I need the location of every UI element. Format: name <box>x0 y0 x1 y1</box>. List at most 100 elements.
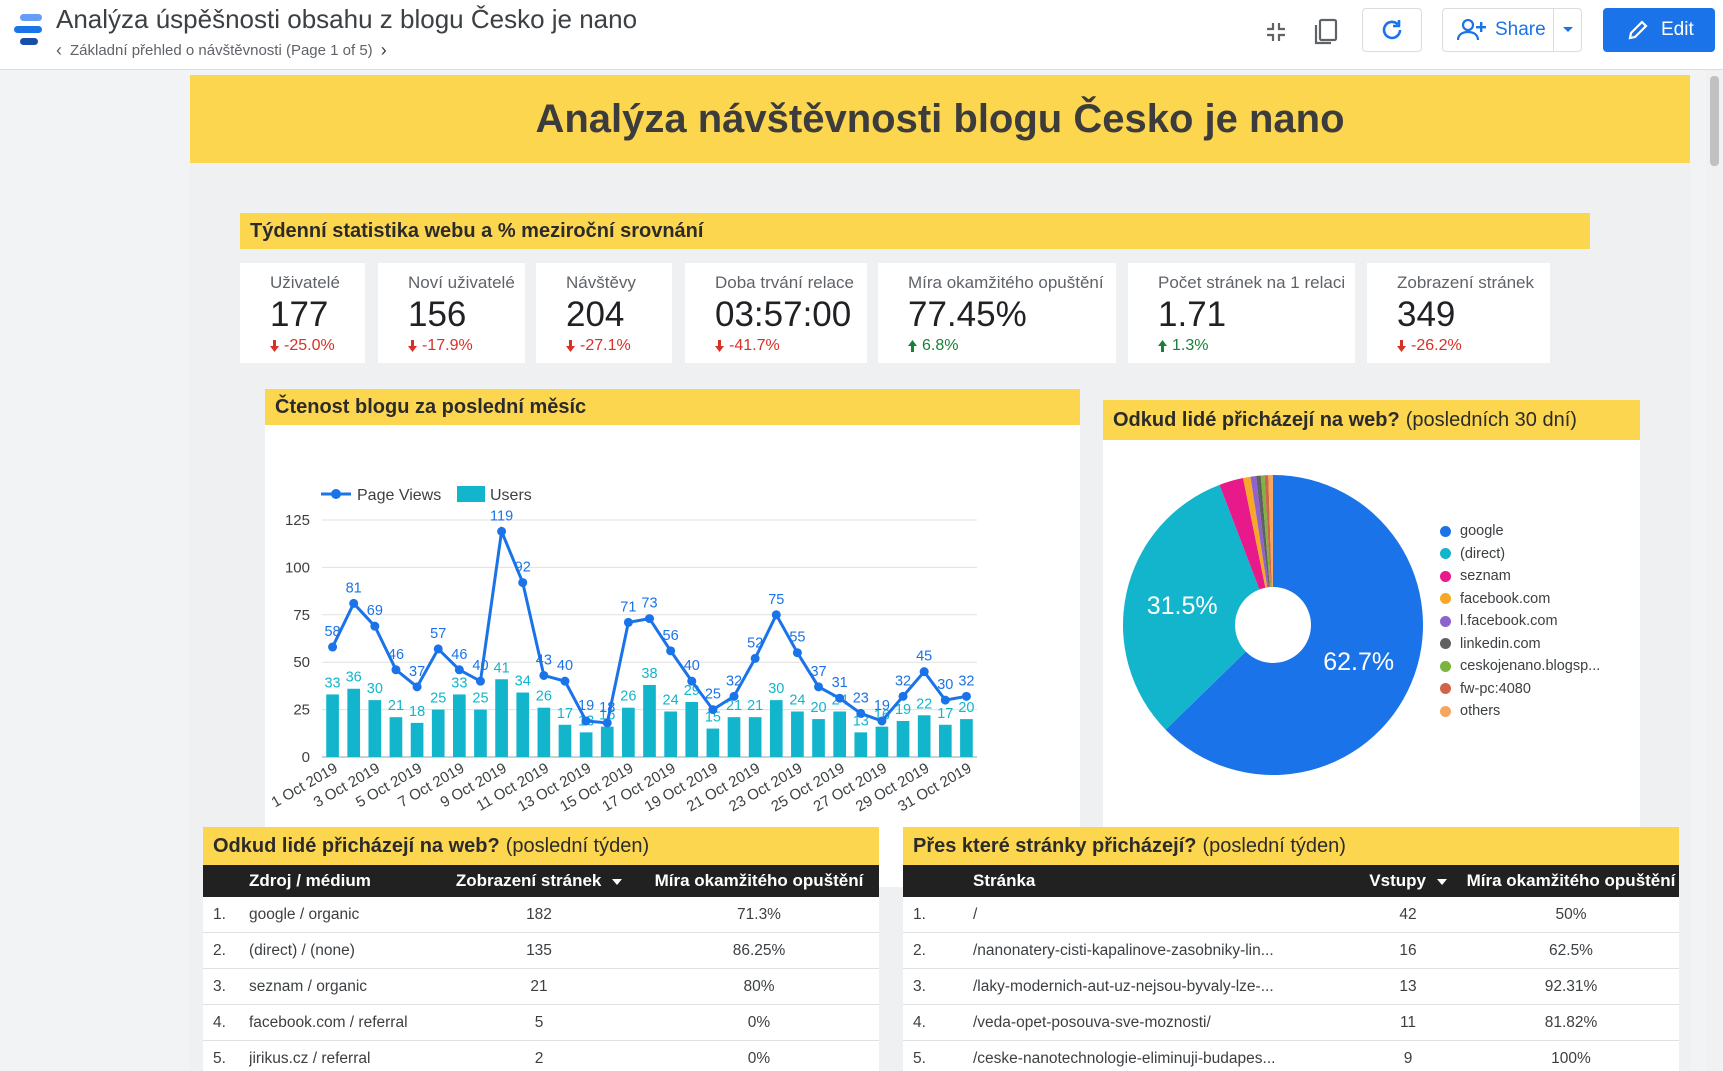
pie-legend-item[interactable]: linkedin.com <box>1440 633 1600 656</box>
users-bar[interactable] <box>516 692 530 757</box>
readership-chart-panel[interactable]: Page Views Users 0 25 50 75 100 125 33 36 30 21 18 25… <box>265 425 1080 887</box>
users-bar[interactable] <box>917 715 931 757</box>
users-bar[interactable] <box>579 732 593 757</box>
pie-legend-item[interactable]: google <box>1440 520 1600 543</box>
refresh-data-button[interactable] <box>1362 8 1422 52</box>
table-row[interactable]: 4. /veda-opet-posouva-sve-moznosti/11 81.8… <box>903 1005 1679 1041</box>
page-views-point[interactable] <box>454 665 464 675</box>
table-row[interactable]: 1. google / organic 182 71.3% <box>203 897 879 933</box>
share-dropdown-toggle[interactable] <box>1553 9 1581 51</box>
users-bar[interactable] <box>833 711 846 757</box>
page-views-point[interactable] <box>814 682 824 692</box>
page-views-point[interactable] <box>539 670 549 680</box>
page-views-point[interactable] <box>391 665 401 675</box>
table-row[interactable]: 4. facebook.com / referral 5 0% <box>203 1005 879 1041</box>
scrollbar-thumb[interactable] <box>1710 76 1719 166</box>
page-views-point[interactable] <box>877 716 887 726</box>
table-row[interactable]: 5. /ceske-nanotechnologie-eliminuji-budap… <box>903 1041 1679 1071</box>
column-header[interactable]: Stránka <box>973 871 1353 891</box>
column-header[interactable]: Vstupy <box>1353 871 1463 891</box>
pie-legend-item[interactable]: fw-pc:4080 <box>1440 678 1600 701</box>
page-views-point[interactable] <box>602 718 612 728</box>
data-studio-logo-icon[interactable] <box>14 12 44 48</box>
users-bar[interactable] <box>854 732 868 757</box>
page-views-point[interactable] <box>708 705 718 715</box>
previous-page-icon[interactable]: ‹ <box>56 40 62 60</box>
users-bar[interactable] <box>368 700 382 757</box>
users-bar[interactable] <box>727 717 741 757</box>
pie-slice[interactable] <box>1219 478 1273 625</box>
page-views-point[interactable] <box>750 653 760 663</box>
page-views-point[interactable] <box>497 526 507 536</box>
pie-legend-item[interactable]: ceskojenano.blogsp... <box>1440 655 1600 678</box>
report-title[interactable]: Analýza úspěšnosti obsahu z blogu Česko … <box>56 4 638 34</box>
column-header[interactable]: Míra okamžitého opuštění <box>639 871 879 891</box>
page-views-point[interactable] <box>581 716 591 726</box>
page-name[interactable]: Základní přehled o návštěvnosti (Page 1 … <box>70 42 373 59</box>
page-views-point[interactable] <box>835 693 845 703</box>
page-views-point[interactable] <box>898 691 908 701</box>
kpi-card[interactable]: Uživatelé 177 -25.0% <box>240 263 365 363</box>
page-views-point[interactable] <box>412 682 422 692</box>
page-views-point[interactable] <box>349 598 359 608</box>
kpi-card[interactable]: Noví uživatelé 156 -17.9% <box>378 263 525 363</box>
users-bar[interactable] <box>685 702 699 757</box>
users-bar[interactable] <box>453 694 466 757</box>
users-bar[interactable] <box>896 720 910 757</box>
kpi-card[interactable]: Zobrazení stránek 349 -26.2% <box>1367 263 1550 363</box>
users-bar[interactable] <box>431 709 445 757</box>
users-bar[interactable] <box>960 719 973 757</box>
column-header[interactable]: Míra okamžitého opuštění <box>1463 871 1679 891</box>
users-bar[interactable] <box>558 724 572 757</box>
page-views-point[interactable] <box>475 676 485 686</box>
kpi-card[interactable]: Počet stránek na 1 relaci 1.71 1.3% <box>1128 263 1355 363</box>
users-bar[interactable] <box>537 707 551 757</box>
pie-legend-item[interactable]: l.facebook.com <box>1440 610 1600 633</box>
table-row[interactable]: 2. (direct) / (none) 135 86.25% <box>203 933 879 969</box>
table-row[interactable]: 1. / 42 50% <box>903 897 1679 933</box>
table-row[interactable]: 3. seznam / organic 21 80% <box>203 969 879 1005</box>
kpi-card[interactable]: Doba trvání relace 03:57:00 -41.7% <box>685 263 867 363</box>
pie-slice[interactable] <box>1123 484 1273 730</box>
page-views-point[interactable] <box>940 695 950 705</box>
users-bar[interactable] <box>410 722 424 757</box>
kpi-card[interactable]: Návštěvy 204 -27.1% <box>536 263 672 363</box>
pie-legend-item[interactable]: (direct) <box>1440 543 1600 566</box>
pie-legend-item[interactable]: seznam <box>1440 565 1600 588</box>
page-views-point[interactable] <box>771 610 781 620</box>
legend-label-page-views[interactable]: Page Views <box>357 487 441 504</box>
share-main[interactable]: Share <box>1443 9 1553 51</box>
users-bar[interactable] <box>326 694 339 757</box>
page-views-point[interactable] <box>729 691 739 701</box>
table-row[interactable]: 2. /nanonatery-cisti-kapalinove-zasobniky… <box>903 933 1679 969</box>
users-bar[interactable] <box>643 684 656 757</box>
readership-chart[interactable]: Page Views Users 0 25 50 75 100 125 33 36 30 21 18 25… <box>265 425 1080 887</box>
page-views-point[interactable] <box>856 708 866 718</box>
pages-table[interactable]: Stránka Vstupy Míra okamžitého opuštění 1.… <box>903 865 1679 1071</box>
page-views-point[interactable] <box>961 691 971 701</box>
users-bar[interactable] <box>600 726 614 757</box>
users-bar[interactable] <box>706 728 720 757</box>
page-views-point[interactable] <box>687 676 697 686</box>
users-bar[interactable] <box>389 717 403 757</box>
pie-legend-item[interactable]: others <box>1440 700 1600 723</box>
users-bar[interactable] <box>495 679 508 757</box>
sources-pie-panel[interactable]: 62.7% 31.5% <box>1103 440 1640 876</box>
users-bar[interactable] <box>769 700 783 757</box>
table-row[interactable]: 5. jirikus.cz / referral 2 0% <box>203 1041 879 1071</box>
page-views-point[interactable] <box>518 578 528 588</box>
next-page-icon[interactable]: › <box>380 40 387 60</box>
page-views-point[interactable] <box>645 614 654 624</box>
users-bar[interactable] <box>812 719 825 757</box>
column-header[interactable]: Zobrazení stránek <box>439 871 639 891</box>
users-bar[interactable] <box>748 717 762 757</box>
users-bar[interactable] <box>622 707 635 757</box>
copy-report-icon[interactable] <box>1308 14 1344 50</box>
page-views-point[interactable] <box>919 667 929 677</box>
users-bar[interactable] <box>474 709 487 757</box>
page-views-point[interactable] <box>433 644 443 654</box>
users-bar[interactable] <box>938 724 952 757</box>
page-views-point[interactable] <box>623 617 633 627</box>
page-views-point[interactable] <box>370 621 380 631</box>
table-row[interactable]: 3. /laky-modernich-aut-uz-nejsou-byvaly-l… <box>903 969 1679 1005</box>
